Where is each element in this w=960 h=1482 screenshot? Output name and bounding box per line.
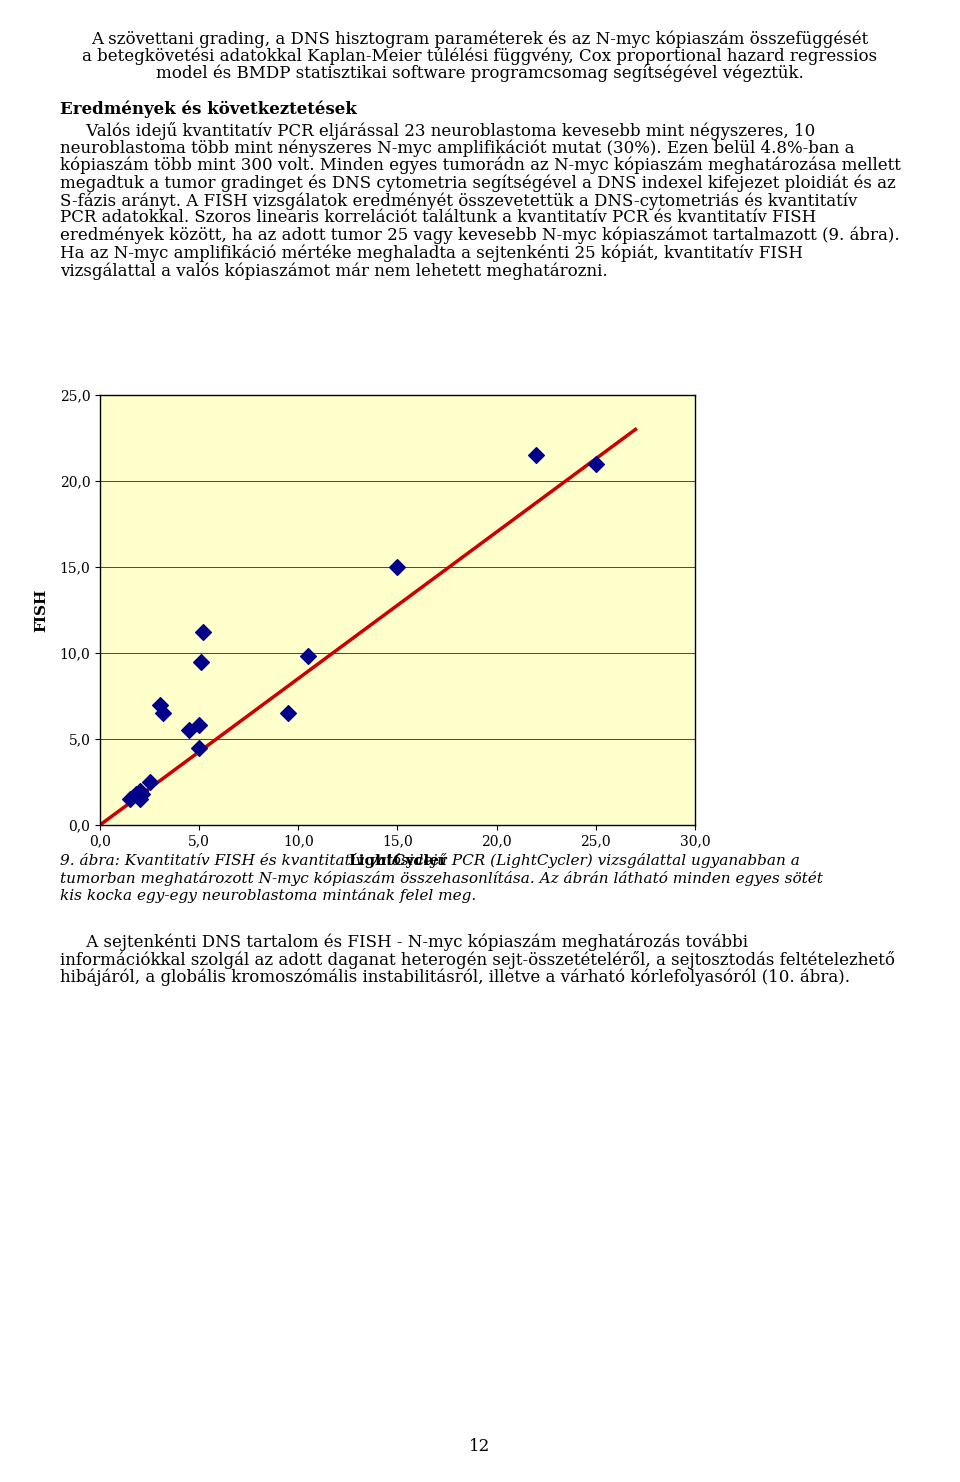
Y-axis label: FISH: FISH xyxy=(35,588,48,631)
Text: model és BMDP statisztikai software programcsomag segítségével végeztük.: model és BMDP statisztikai software prog… xyxy=(156,65,804,83)
Text: hibájáról, a globális kromoszómális instabilitásról, illetve a várható kórlefoly: hibájáról, a globális kromoszómális inst… xyxy=(60,969,850,986)
Point xyxy=(588,452,604,476)
Text: kis kocka egy-egy neuroblastoma mintának felel meg.: kis kocka egy-egy neuroblastoma mintának… xyxy=(60,888,476,903)
Point xyxy=(300,645,316,668)
X-axis label: LightCycler: LightCycler xyxy=(348,854,447,868)
Point xyxy=(134,782,150,806)
Text: információkkal szolgál az adott daganat heterogén sejt-összetételéről, a sejtosz: információkkal szolgál az adott daganat … xyxy=(60,951,895,969)
Point xyxy=(390,556,405,579)
Point xyxy=(128,782,143,806)
Point xyxy=(142,771,157,794)
Text: 9. ábra: Kvantitatív FISH és kvantitatív valósidejű PCR (LightCycler) vizsgálatt: 9. ábra: Kvantitatív FISH és kvantitatív… xyxy=(60,854,800,868)
Text: eredmények között, ha az adott tumor 25 vagy kevesebb N-myc kópiaszámot tartalma: eredmények között, ha az adott tumor 25 … xyxy=(60,227,900,245)
Text: vizsgálattal a valós kópiaszámot már nem lehetett meghatározni.: vizsgálattal a valós kópiaszámot már nem… xyxy=(60,262,608,280)
Point xyxy=(156,701,171,725)
Text: A sejtenkénti DNS tartalom és FISH - N-myc kópiaszám meghatározás további: A sejtenkénti DNS tartalom és FISH - N-m… xyxy=(60,934,748,951)
Text: megadtuk a tumor gradinget és DNS cytometria segítségével a DNS indexel kifejeze: megadtuk a tumor gradinget és DNS cytome… xyxy=(60,175,896,193)
Point xyxy=(122,787,137,811)
Point xyxy=(181,719,197,742)
Point xyxy=(280,701,296,725)
Point xyxy=(194,649,209,673)
Text: kópiaszám több mint 300 volt. Minden egyes tumorádn az N-myc kópiaszám meghatáro: kópiaszám több mint 300 volt. Minden egy… xyxy=(60,157,900,175)
Text: a betegkövetési adatokkal Kaplan-Meier túlélési függvény, Cox proportional hazar: a betegkövetési adatokkal Kaplan-Meier t… xyxy=(83,47,877,65)
Text: Eredmények és következtetések: Eredmények és következtetések xyxy=(60,101,357,119)
Text: Ha az N-myc amplifikáció mértéke meghaladta a sejtenkénti 25 kópiát, kvantitatív: Ha az N-myc amplifikáció mértéke meghala… xyxy=(60,245,803,262)
Text: tumorban meghatározott N-myc kópiaszám összehasonlítása. Az ábrán látható minden: tumorban meghatározott N-myc kópiaszám ö… xyxy=(60,870,823,886)
Point xyxy=(529,443,544,467)
Text: 12: 12 xyxy=(469,1438,491,1455)
Text: A szövettani grading, a DNS hisztogram paraméterek és az N-myc kópiaszám összefü: A szövettani grading, a DNS hisztogram p… xyxy=(91,30,869,47)
Point xyxy=(132,778,147,802)
Point xyxy=(132,787,147,811)
Point xyxy=(191,735,206,759)
Point xyxy=(196,621,211,645)
Text: S-fázis arányt. A FISH vizsgálatok eredményét összevetettük a DNS-cytometriás és: S-fázis arányt. A FISH vizsgálatok eredm… xyxy=(60,193,857,209)
Point xyxy=(191,713,206,737)
Text: neuroblastoma több mint nényszeres N-myc amplifikációt mutat (30%). Ezen belül 4: neuroblastoma több mint nényszeres N-myc… xyxy=(60,139,854,157)
Point xyxy=(152,692,167,716)
Text: PCR adatokkal. Szoros linearis korrelációt találtunk a kvantitatív PCR és kvanti: PCR adatokkal. Szoros linearis korreláci… xyxy=(60,209,816,227)
Text: Valós idejű kvantitatív PCR eljárással 23 neuroblastoma kevesebb mint négyszeres: Valós idejű kvantitatív PCR eljárással 2… xyxy=(60,122,815,139)
